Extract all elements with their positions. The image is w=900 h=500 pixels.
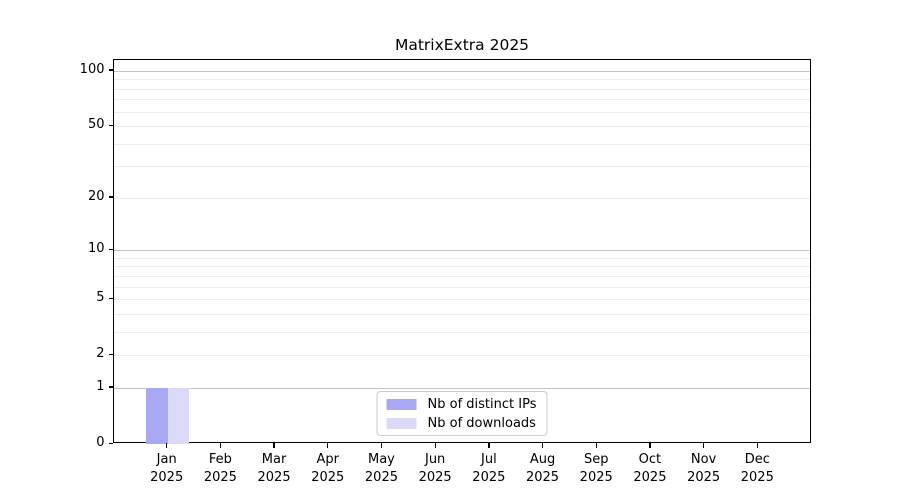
x-tick-month: Nov — [690, 452, 717, 467]
x-tick-mark — [166, 443, 168, 448]
x-tick-month: Mar — [261, 452, 287, 467]
x-tick-year: 2025 — [364, 469, 398, 485]
x-tick-year: 2025 — [203, 469, 237, 485]
y-tick-mark — [108, 196, 113, 198]
y-tick-label: 1 — [96, 378, 105, 394]
y-tick-mark — [108, 386, 113, 388]
x-tick-month: Aug — [529, 452, 556, 467]
x-tick-label: Jan 2025 — [150, 451, 183, 486]
x-tick-mark — [756, 443, 758, 448]
minor-gridline — [114, 266, 810, 268]
x-tick-year: 2025 — [740, 469, 774, 485]
x-tick-label: Jun 2025 — [419, 451, 452, 486]
chart-title: MatrixExtra 2025 — [394, 36, 530, 54]
x-tick-month: Oct — [638, 452, 662, 467]
minor-gridline — [114, 99, 810, 101]
minor-gridline — [114, 166, 810, 168]
minor-gridline — [114, 331, 810, 333]
minor-gridline — [114, 143, 810, 145]
x-tick-label: Aug 2025 — [526, 451, 559, 486]
x-tick-year: 2025 — [687, 469, 721, 485]
y-tick-mark — [108, 353, 113, 355]
legend: Nb of distinct IPs Nb of downloads — [376, 391, 548, 436]
major-gridline — [114, 70, 810, 72]
x-tick-mark — [219, 443, 222, 448]
legend-label: Nb of distinct IPs — [427, 396, 537, 412]
x-tick-year: 2025 — [418, 469, 452, 485]
x-tick-month: Feb — [208, 452, 232, 467]
y-tick-label: 50 — [87, 117, 105, 133]
x-tick-label: Oct 2025 — [633, 451, 666, 486]
minor-gridline — [114, 313, 810, 315]
minor-gridline — [114, 275, 810, 277]
y-tick-label: 0 — [96, 435, 105, 450]
x-tick-label: Dec 2025 — [741, 451, 774, 486]
legend-swatch — [386, 417, 417, 429]
y-tick-mark — [108, 297, 113, 299]
y-tick-label: 2 — [96, 346, 105, 362]
x-tick-label: Mar 2025 — [258, 451, 291, 486]
x-tick-month: Jul — [481, 452, 497, 467]
x-tick-mark — [273, 443, 275, 448]
minor-gridline — [114, 257, 810, 259]
x-tick-mark — [541, 443, 544, 448]
x-tick-mark — [703, 443, 705, 448]
x-tick-mark — [649, 443, 651, 448]
y-tick-mark — [108, 124, 113, 126]
minor-gridline — [114, 286, 810, 288]
minor-gridline — [114, 299, 810, 301]
x-tick-mark — [488, 443, 490, 448]
legend-row: Nb of distinct IPs — [386, 396, 537, 412]
minor-gridline — [114, 197, 810, 199]
x-tick-label: Apr 2025 — [311, 451, 344, 486]
x-tick-year: 2025 — [150, 469, 184, 485]
x-tick-year: 2025 — [311, 469, 345, 485]
x-tick-label: Feb 2025 — [204, 451, 237, 486]
x-tick-year: 2025 — [525, 469, 560, 485]
x-tick-month: Apr — [316, 452, 340, 467]
legend-row: Nb of downloads — [386, 415, 537, 431]
legend-label: Nb of downloads — [427, 415, 536, 431]
x-tick-label: Jul 2025 — [472, 451, 505, 486]
bar-distinct-ips — [146, 387, 168, 444]
x-tick-month: Sep — [583, 452, 609, 467]
x-tick-month: Jun — [424, 452, 446, 467]
x-tick-year: 2025 — [257, 469, 291, 485]
x-tick-mark — [595, 443, 597, 448]
y-tick-mark — [108, 248, 113, 250]
minor-gridline — [114, 88, 810, 90]
x-tick-mark — [380, 443, 383, 448]
x-tick-month: Dec — [744, 452, 770, 467]
y-tick-label: 100 — [79, 61, 105, 77]
x-tick-label: Nov 2025 — [687, 451, 720, 486]
minor-gridline — [114, 126, 810, 128]
x-tick-mark — [327, 443, 329, 448]
x-tick-year: 2025 — [579, 469, 613, 485]
minor-gridline — [114, 355, 810, 357]
major-gridline — [114, 250, 810, 252]
y-tick-mark — [108, 442, 113, 444]
y-tick-mark — [108, 69, 113, 71]
legend-swatch — [386, 398, 417, 410]
bar-downloads — [167, 387, 190, 444]
plot-area — [113, 59, 811, 444]
x-tick-year: 2025 — [633, 469, 667, 485]
x-tick-label: May 2025 — [365, 451, 398, 486]
major-gridline — [114, 387, 810, 389]
x-tick-month: Jan — [156, 452, 177, 467]
x-tick-year: 2025 — [472, 469, 506, 485]
y-tick-label: 20 — [87, 188, 105, 204]
minor-gridline — [114, 111, 810, 113]
y-tick-label: 10 — [87, 241, 105, 257]
x-tick-label: Sep 2025 — [580, 451, 613, 486]
x-tick-month: May — [368, 452, 395, 467]
minor-gridline — [114, 79, 810, 81]
y-tick-label: 5 — [96, 290, 105, 306]
x-tick-mark — [434, 443, 436, 448]
